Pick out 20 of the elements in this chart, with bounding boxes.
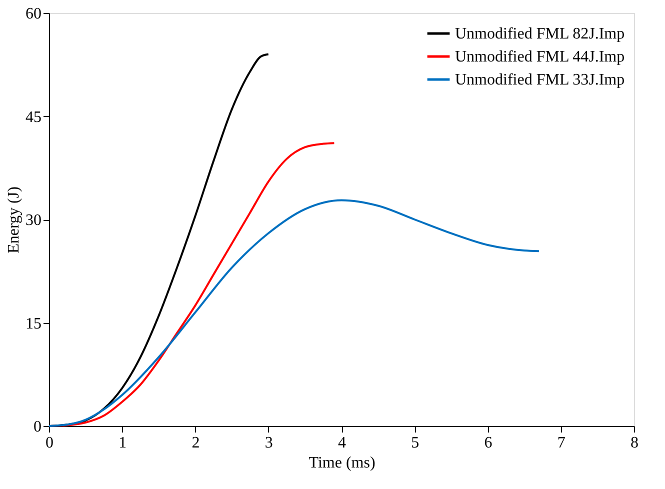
legend-label: Unmodified FML 82J.Imp — [455, 26, 625, 42]
x-axis-title: Time (ms) — [308, 454, 376, 472]
x-tick-label: 2 — [192, 434, 200, 452]
x-tick-label: 1 — [118, 434, 127, 452]
x-tick-label: 6 — [484, 434, 492, 452]
line-series — [48, 199, 540, 427]
y-axis-title: Energy (J) — [6, 186, 22, 254]
y-tick-label: 30 — [26, 212, 42, 229]
x-tick-label: 3 — [264, 434, 273, 452]
x-tick-label: 5 — [411, 434, 420, 452]
x-tick-label: 4 — [338, 434, 346, 452]
legend-label: Unmodified FML 33J.Imp — [455, 72, 625, 88]
x-tick-label: 7 — [557, 434, 566, 452]
x-tick-label: 8 — [630, 434, 638, 452]
y-tick-label: 0 — [34, 418, 42, 436]
legend-label: Unmodified FML 44J.Imp — [455, 48, 625, 66]
x-tick-label: 0 — [46, 434, 54, 452]
y-tick-label: 60 — [26, 6, 42, 22]
y-tick-label: 15 — [26, 315, 42, 332]
y-tick-label: 45 — [26, 108, 42, 126]
